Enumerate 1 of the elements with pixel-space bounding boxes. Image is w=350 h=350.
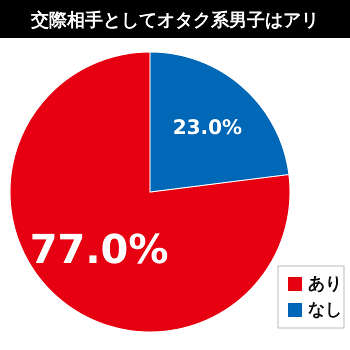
title: 交際相手としてオタク系男子はアリ [31,10,319,31]
